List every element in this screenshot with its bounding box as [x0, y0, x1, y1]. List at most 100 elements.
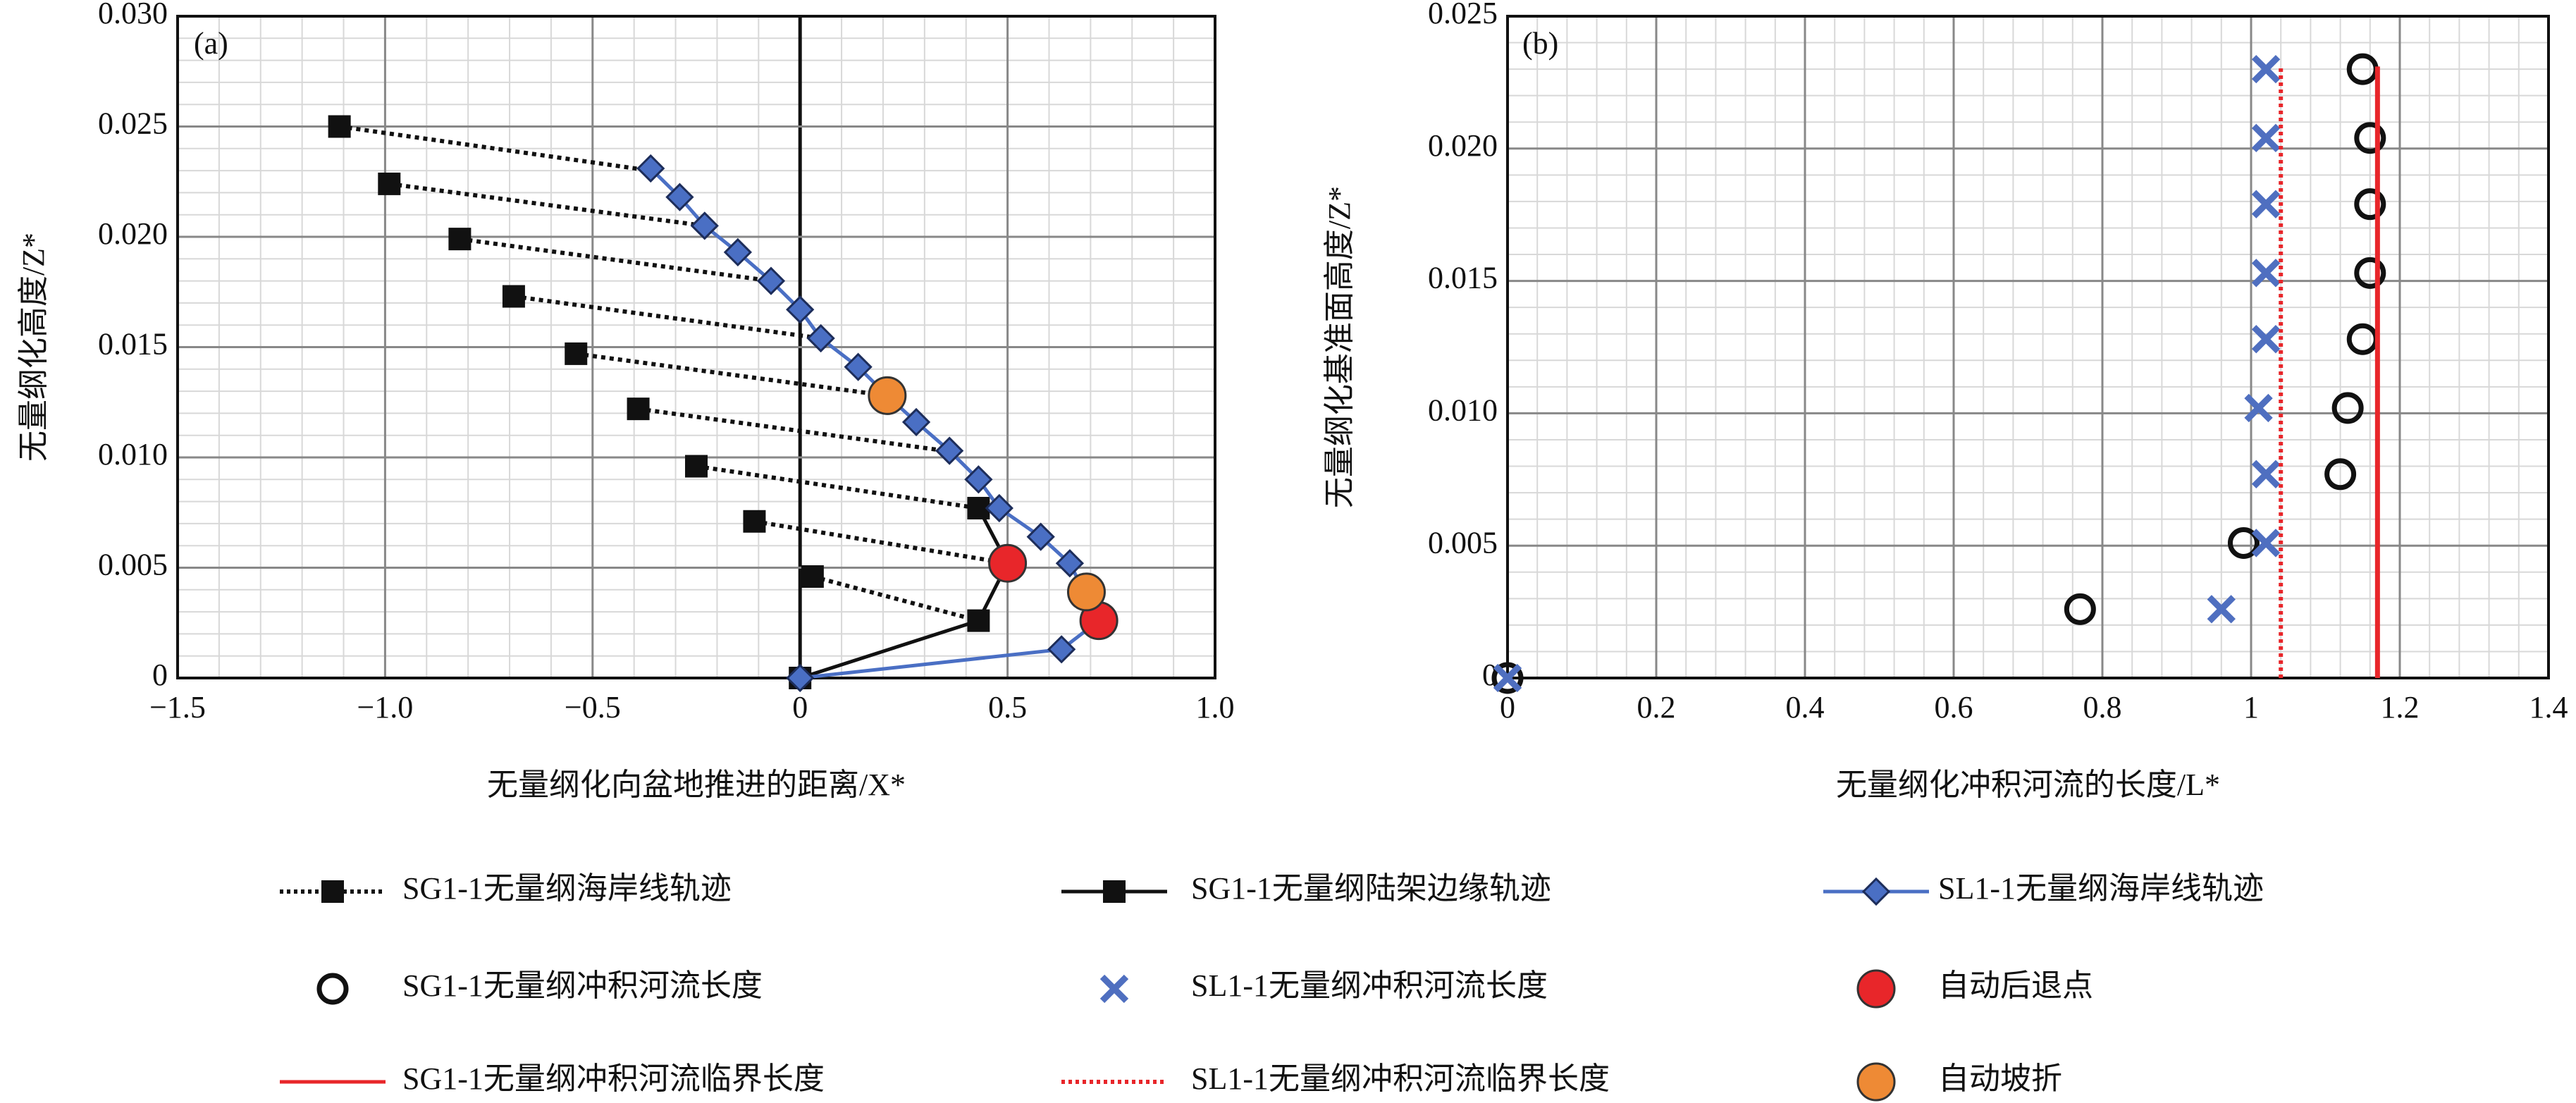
y-axis-label: 无量纲化基准面高度/Z* — [1322, 186, 1357, 508]
series-line — [799, 507, 1010, 680]
legend-marker — [1856, 1062, 1896, 1102]
trajectory-link — [753, 519, 1009, 566]
trajectory-link — [638, 407, 946, 453]
legend-label: SL1-1无量纲冲积河流临界长度 — [1191, 1061, 1610, 1096]
y-tick-label: 0 — [152, 658, 168, 692]
y-tick-label: 0.005 — [1428, 525, 1498, 560]
data-point — [685, 455, 708, 478]
data-point — [2064, 593, 2096, 625]
legend-label: SG1-1无量纲冲积河流长度 — [402, 968, 763, 1003]
data-point — [756, 266, 786, 295]
data-point — [901, 407, 931, 437]
legend-label: SG1-1无量纲冲积河流临界长度 — [402, 1061, 825, 1096]
trajectory-link — [339, 124, 651, 173]
panel-label: (b) — [1522, 26, 1558, 61]
legend-marker — [1099, 974, 1129, 1004]
data-point — [328, 115, 351, 138]
x-axis-label: 无量纲化冲积河流的长度/L* — [1836, 768, 2220, 802]
legend-marker — [1861, 877, 1891, 906]
x-tick-label: 1.0 — [1196, 690, 1235, 725]
x-axis-label: 无量纲化向盆地推进的距离/X* — [487, 768, 906, 802]
data-point — [786, 663, 815, 693]
data-point — [935, 436, 964, 465]
data-point — [627, 398, 650, 421]
data-point — [964, 465, 993, 494]
legend-label: SL1-1无量纲冲积河流长度 — [1191, 968, 1548, 1003]
y-tick-label: 0.030 — [98, 0, 168, 30]
x-tick-label: 0.2 — [1637, 690, 1676, 725]
legend-marker — [1103, 880, 1126, 903]
y-tick-label: 0.025 — [1428, 0, 1498, 30]
plot-frame — [1506, 15, 2550, 679]
data-point — [844, 352, 873, 381]
x-tick-label: 0 — [792, 690, 808, 725]
data-point — [636, 154, 665, 183]
y-tick-label: 0.015 — [1428, 261, 1498, 295]
data-point — [967, 609, 990, 632]
data-point — [801, 565, 824, 589]
legend-label: SG1-1无量纲海岸线轨迹 — [402, 871, 732, 906]
data-point — [1066, 572, 1106, 612]
data-point — [1493, 663, 1522, 693]
data-point — [806, 323, 835, 353]
data-point — [2251, 460, 2281, 488]
data-point — [378, 172, 401, 195]
x-tick-label: −1.0 — [357, 690, 413, 725]
x-tick-label: 0.5 — [988, 690, 1027, 725]
data-point — [985, 493, 1013, 523]
legend-marker — [1856, 969, 1896, 1009]
y-tick-label: 0.005 — [98, 548, 168, 582]
trajectory-link — [388, 181, 705, 228]
trajectory-link — [513, 294, 822, 340]
data-point — [786, 295, 815, 324]
y-tick-label: 0.010 — [1428, 393, 1498, 427]
data-point — [565, 342, 588, 365]
data-point — [665, 183, 694, 211]
y-tick-label: 0.020 — [98, 216, 168, 251]
legend-label: 自动后退点 — [1938, 968, 2093, 1003]
data-point — [2207, 595, 2236, 624]
data-point — [2354, 122, 2386, 154]
data-point — [2251, 54, 2281, 84]
x-tick-label: −1.5 — [149, 690, 206, 725]
data-point — [2251, 325, 2281, 354]
legend-label: SL1-1无量纲海岸线轨迹 — [1938, 871, 2264, 906]
data-point — [988, 543, 1028, 583]
data-point — [2331, 392, 2364, 424]
data-point — [2251, 190, 2281, 218]
y-tick-label: 0.010 — [98, 437, 168, 472]
panel-label: (a) — [194, 26, 228, 61]
y-tick-label: 0.015 — [98, 327, 168, 362]
data-point — [1055, 549, 1085, 578]
data-point — [1026, 522, 1055, 551]
x-tick-label: 1.2 — [2381, 690, 2420, 725]
legend-marker — [321, 880, 344, 903]
x-tick-label: 0 — [1500, 690, 1515, 725]
data-point — [1491, 662, 1524, 694]
data-point — [2251, 259, 2281, 288]
y-tick-label: 0.025 — [98, 106, 168, 141]
data-point — [2354, 257, 2386, 289]
data-point — [723, 238, 753, 267]
plot-area — [1508, 16, 2549, 678]
y-tick-label: 0.020 — [1428, 128, 1498, 163]
x-tick-label: 0.4 — [1786, 690, 1825, 725]
trajectory-link — [812, 574, 980, 623]
legend-label: SG1-1无量纲陆架边缘轨迹 — [1191, 871, 1551, 906]
data-point — [2244, 393, 2273, 423]
data-point — [448, 228, 472, 251]
data-point — [2354, 188, 2386, 221]
data-point — [2227, 526, 2260, 559]
trajectory-link — [696, 464, 979, 510]
x-tick-label: 1.4 — [2529, 690, 2568, 725]
trajectory-link — [575, 351, 888, 398]
data-point — [2251, 123, 2281, 152]
data-point — [2251, 529, 2281, 557]
y-axis-label: 无量纲化高度/Z* — [16, 233, 51, 462]
x-tick-label: 0.6 — [1935, 690, 1973, 725]
data-point — [502, 285, 525, 308]
x-tick-label: 0.8 — [2083, 690, 2122, 725]
data-point — [690, 211, 719, 240]
data-point — [1047, 635, 1076, 664]
